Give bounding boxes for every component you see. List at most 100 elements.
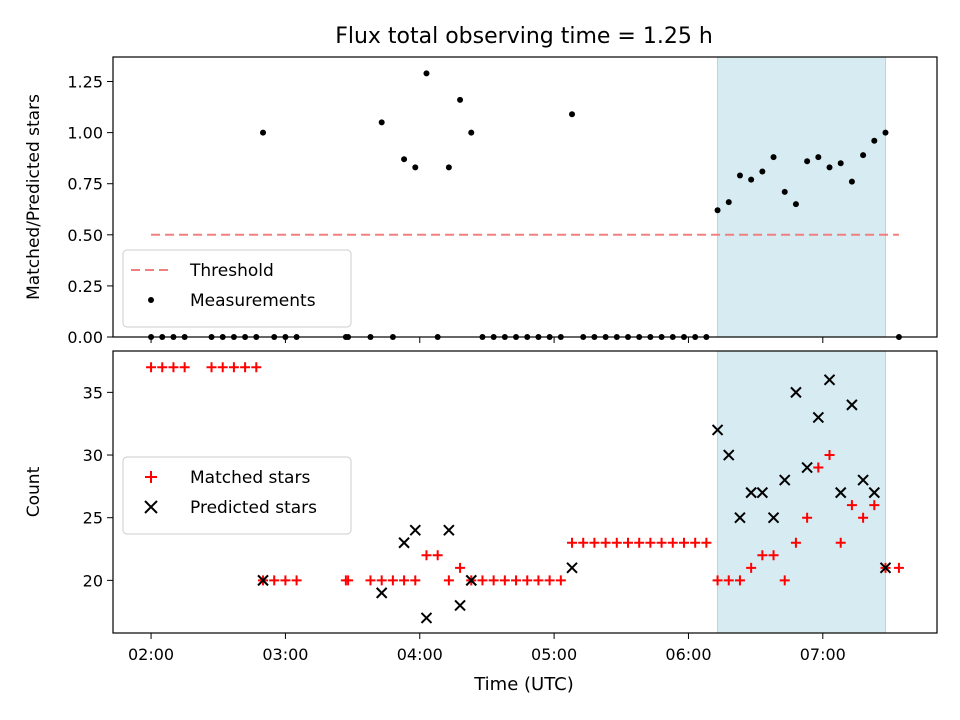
matched-star-point bbox=[846, 500, 857, 511]
matched-star-point bbox=[410, 575, 421, 586]
predicted-star-point bbox=[257, 574, 269, 587]
legend-label: Predicted stars bbox=[190, 498, 317, 518]
predicted-star-point bbox=[879, 562, 892, 574]
measurement-point bbox=[748, 176, 755, 183]
measurement-point bbox=[759, 168, 766, 175]
matched-star-point bbox=[611, 537, 622, 548]
matched-star-point bbox=[589, 537, 600, 548]
predicted-star-point bbox=[756, 486, 769, 499]
x-tick-label: 02:00 bbox=[128, 645, 174, 664]
measurement-point bbox=[260, 129, 267, 136]
matched-star-point bbox=[858, 512, 869, 523]
legend-predicted-swatch bbox=[144, 500, 158, 514]
matched-star-point bbox=[893, 562, 904, 573]
matched-star-point bbox=[421, 550, 432, 561]
measurement-point bbox=[848, 178, 855, 185]
predicted-star-point bbox=[734, 511, 746, 524]
predicted-star-point bbox=[723, 449, 735, 461]
y-tick-label: 0.25 bbox=[67, 277, 103, 296]
matched-star-point bbox=[790, 537, 801, 548]
measurement-point bbox=[792, 201, 799, 208]
matched-star-point bbox=[567, 537, 578, 548]
matched-star-point bbox=[690, 537, 701, 548]
observing-window-shade bbox=[717, 56, 887, 338]
matched-star-point bbox=[645, 537, 656, 548]
matched-star-point bbox=[701, 537, 712, 548]
matched-star-point bbox=[179, 362, 190, 373]
legend-label: Measurements bbox=[190, 291, 316, 311]
measurement-point bbox=[569, 111, 576, 118]
matched-star-point bbox=[511, 575, 522, 586]
y-tick-label: 25 bbox=[83, 509, 103, 528]
matched-star-point bbox=[206, 362, 217, 373]
predicted-star-point bbox=[857, 474, 869, 486]
predicted-star-point bbox=[711, 424, 724, 436]
measurement-point bbox=[378, 119, 385, 126]
matched-star-point bbox=[228, 362, 239, 373]
y-tick-label: 35 bbox=[83, 383, 103, 402]
matched-star-point bbox=[712, 575, 723, 586]
y-tick-label: 0.75 bbox=[67, 175, 103, 194]
measurement-point bbox=[457, 96, 464, 103]
matched-star-point bbox=[813, 462, 824, 473]
measurement-point bbox=[423, 70, 430, 77]
y-tick-label: 0.50 bbox=[67, 226, 103, 245]
legend-measurement-swatch bbox=[148, 297, 154, 303]
matched-star-point bbox=[522, 575, 533, 586]
matched-star-point bbox=[269, 575, 280, 586]
matched-star-point bbox=[555, 575, 566, 586]
measurement-point bbox=[804, 158, 811, 165]
measurement-point bbox=[412, 164, 419, 171]
matched-star-point bbox=[578, 537, 589, 548]
y-axis-label: Count bbox=[24, 466, 44, 517]
x-tick-label: 05:00 bbox=[531, 645, 577, 664]
measurement-point bbox=[837, 160, 844, 167]
matched-star-point bbox=[802, 512, 813, 523]
axes-frame bbox=[112, 350, 938, 634]
y-tick-label: 20 bbox=[83, 571, 103, 590]
predicted-star-point bbox=[868, 486, 881, 499]
y-tick-label: 1.00 bbox=[67, 124, 103, 143]
matched-star-point bbox=[365, 575, 376, 586]
matched-star-point bbox=[667, 537, 678, 548]
measurement-point bbox=[401, 156, 408, 163]
matched-star-point bbox=[399, 575, 410, 586]
measurement-point bbox=[781, 188, 788, 195]
matched-star-point bbox=[533, 575, 544, 586]
matched-star-point bbox=[678, 537, 689, 548]
measurement-point bbox=[815, 154, 822, 161]
x-tick-label: 07:00 bbox=[800, 645, 846, 664]
matched-star-point bbox=[168, 362, 179, 373]
measurement-point bbox=[714, 207, 721, 214]
x-tick-label: 06:00 bbox=[665, 645, 711, 664]
predicted-star-point bbox=[801, 461, 813, 474]
matched-star-point bbox=[623, 537, 633, 548]
y-tick-label: 0.00 bbox=[67, 328, 103, 347]
bottom-panel: 20 25 30 35 02:00 03:00 04:00 05:00 06:00 07:00 Co… bbox=[24, 350, 938, 664]
measurement-point bbox=[871, 137, 878, 144]
predicted-star-point bbox=[375, 587, 388, 599]
matched-star-point bbox=[157, 362, 168, 373]
matched-star-point bbox=[477, 575, 488, 586]
measurement-point bbox=[860, 152, 867, 159]
observing-window-shade bbox=[717, 350, 887, 634]
matched-star-point bbox=[251, 362, 262, 373]
matched-star-point bbox=[488, 575, 499, 586]
matched-star-point bbox=[387, 575, 398, 586]
matched-star-point bbox=[656, 537, 667, 548]
predicted-star-point bbox=[823, 374, 836, 386]
predicted-star-point bbox=[409, 524, 421, 536]
predicted-star-point bbox=[443, 524, 455, 536]
matched-star-point bbox=[869, 500, 880, 511]
y-tick-label: 30 bbox=[83, 446, 103, 465]
measurement-point bbox=[826, 164, 833, 171]
matched-star-point bbox=[443, 575, 454, 586]
legend-box bbox=[122, 249, 352, 328]
predicted-star-point bbox=[745, 486, 757, 499]
legend-matched-swatch bbox=[145, 471, 157, 483]
chart-title: Flux total observing time = 1.25 h bbox=[335, 24, 713, 49]
matched-star-point bbox=[280, 575, 291, 586]
matched-star-point bbox=[544, 575, 555, 586]
axes-frame bbox=[112, 56, 938, 338]
